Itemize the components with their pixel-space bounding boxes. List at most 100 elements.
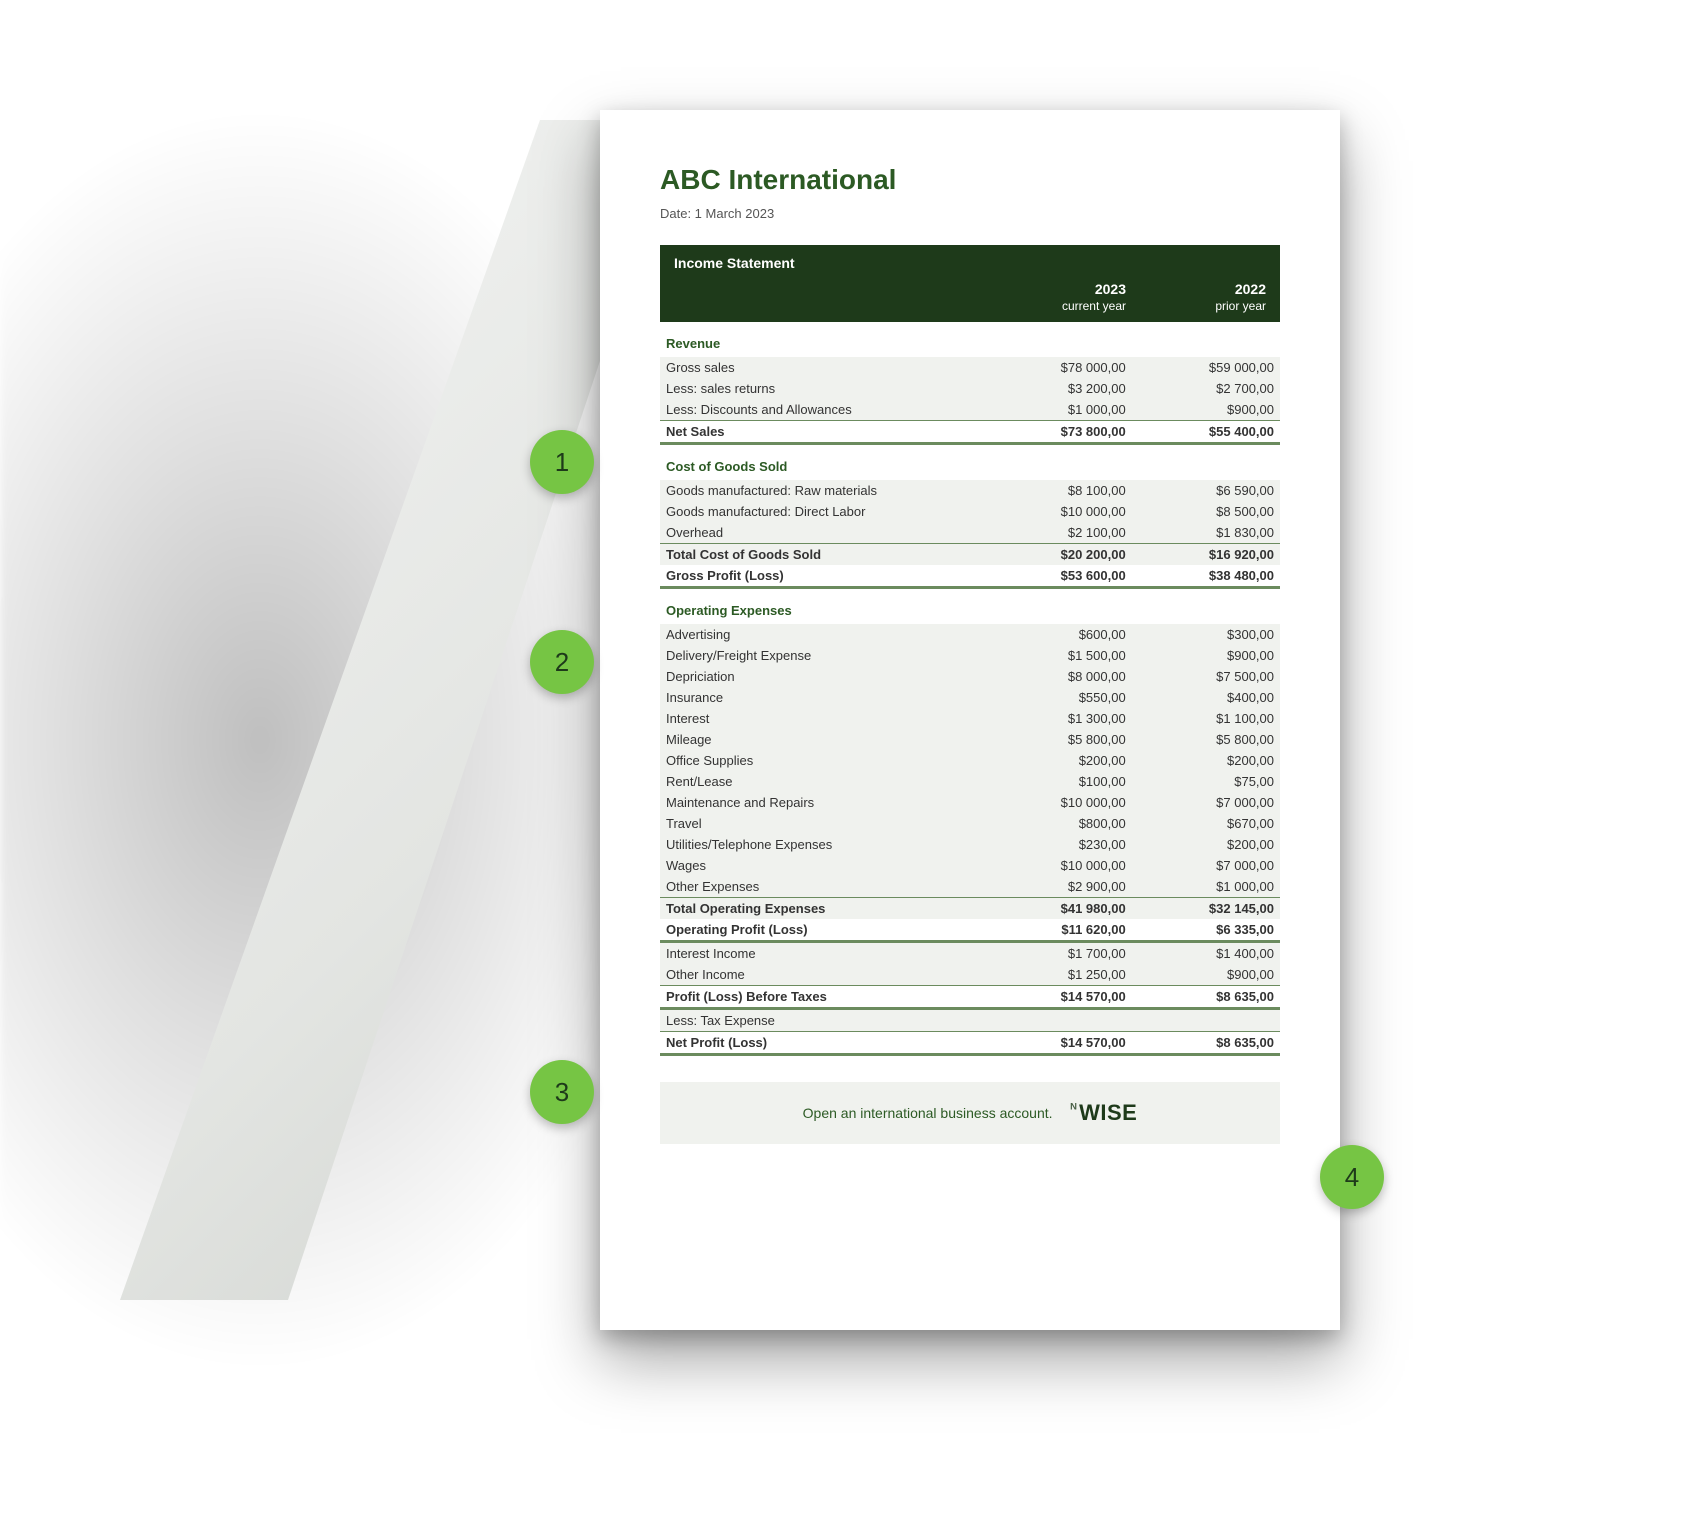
table-row: Depriciation $8 000,00 $7 500,00 (660, 666, 1280, 687)
row-prior: $670,00 (1132, 813, 1280, 834)
row-current: $73 800,00 (983, 420, 1131, 443)
table-row: Rent/Lease $100,00 $75,00 (660, 771, 1280, 792)
row-prior: $5 800,00 (1132, 729, 1280, 750)
row-prior: $59 000,00 (1132, 357, 1280, 378)
row-label: Operating Expenses (660, 587, 983, 624)
table-row: Interest Income $1 700,00 $1 400,00 (660, 941, 1280, 964)
table-row: Insurance $550,00 $400,00 (660, 687, 1280, 708)
row-prior: $1 830,00 (1132, 522, 1280, 544)
row-current: $5 800,00 (983, 729, 1131, 750)
row-current: $8 100,00 (983, 480, 1131, 501)
table-row: Less: Discounts and Allowances $1 000,00… (660, 399, 1280, 421)
row-prior: $900,00 (1132, 645, 1280, 666)
row-prior (1132, 322, 1280, 357)
row-label: Total Cost of Goods Sold (660, 543, 983, 565)
row-label: Insurance (660, 687, 983, 708)
row-current (983, 587, 1131, 624)
col-current-year: 2023 current year (986, 281, 1126, 314)
statement-title: Income Statement (674, 255, 795, 271)
row-prior: $1 000,00 (1132, 876, 1280, 898)
row-label: Cost of Goods Sold (660, 443, 983, 480)
table-row: Less: sales returns $3 200,00 $2 700,00 (660, 378, 1280, 399)
table-row: Interest $1 300,00 $1 100,00 (660, 708, 1280, 729)
row-label: Total Operating Expenses (660, 897, 983, 919)
row-prior (1132, 587, 1280, 624)
row-current (983, 1008, 1131, 1031)
row-current: $1 500,00 (983, 645, 1131, 666)
row-label: Travel (660, 813, 983, 834)
table-row: Overhead $2 100,00 $1 830,00 (660, 522, 1280, 544)
row-label: Wages (660, 855, 983, 876)
row-prior: $75,00 (1132, 771, 1280, 792)
table-row-operating-profit: Operating Profit (Loss) $11 620,00 $6 33… (660, 919, 1280, 942)
row-prior: $8 500,00 (1132, 501, 1280, 522)
table-row: Goods manufactured: Direct Labor $10 000… (660, 501, 1280, 522)
row-label: Depriciation (660, 666, 983, 687)
row-prior: $8 635,00 (1132, 985, 1280, 1008)
row-prior: $6 590,00 (1132, 480, 1280, 501)
row-label: Goods manufactured: Direct Labor (660, 501, 983, 522)
row-prior: $400,00 (1132, 687, 1280, 708)
row-label: Office Supplies (660, 750, 983, 771)
row-current: $10 000,00 (983, 501, 1131, 522)
row-prior: $900,00 (1132, 399, 1280, 421)
row-prior: $38 480,00 (1132, 565, 1280, 588)
row-current: $10 000,00 (983, 855, 1131, 876)
annotation-badge-2: 2 (530, 630, 594, 694)
row-label: Gross Profit (Loss) (660, 565, 983, 588)
row-current (983, 443, 1131, 480)
table-row: Other Expenses $2 900,00 $1 000,00 (660, 876, 1280, 898)
row-prior: $200,00 (1132, 834, 1280, 855)
row-current: $53 600,00 (983, 565, 1131, 588)
row-current: $100,00 (983, 771, 1131, 792)
row-current: $20 200,00 (983, 543, 1131, 565)
row-current: $1 300,00 (983, 708, 1131, 729)
table-row: Travel $800,00 $670,00 (660, 813, 1280, 834)
table-row: Office Supplies $200,00 $200,00 (660, 750, 1280, 771)
row-label: Utilities/Telephone Expenses (660, 834, 983, 855)
row-current: $200,00 (983, 750, 1131, 771)
row-current: $230,00 (983, 834, 1131, 855)
row-current: $550,00 (983, 687, 1131, 708)
row-label: Rent/Lease (660, 771, 983, 792)
annotation-badge-1: 1 (530, 430, 594, 494)
row-current (983, 322, 1131, 357)
row-label: Interest Income (660, 941, 983, 964)
row-prior: $300,00 (1132, 624, 1280, 645)
annotation-badge-4: 4 (1320, 1145, 1384, 1209)
table-row: Maintenance and Repairs $10 000,00 $7 00… (660, 792, 1280, 813)
row-label: Net Profit (Loss) (660, 1031, 983, 1054)
row-prior: $1 400,00 (1132, 941, 1280, 964)
row-label: Other Expenses (660, 876, 983, 898)
footer-text: Open an international business account. (803, 1105, 1053, 1121)
row-label: Overhead (660, 522, 983, 544)
row-current: $3 200,00 (983, 378, 1131, 399)
row-current: $1 000,00 (983, 399, 1131, 421)
row-label: Other Income (660, 964, 983, 986)
row-current: $1 700,00 (983, 941, 1131, 964)
table-row-gross-profit: Gross Profit (Loss) $53 600,00 $38 480,0… (660, 565, 1280, 588)
row-label: Mileage (660, 729, 983, 750)
row-current: $800,00 (983, 813, 1131, 834)
table-row: Advertising $600,00 $300,00 (660, 624, 1280, 645)
row-prior: $7 000,00 (1132, 792, 1280, 813)
row-prior: $2 700,00 (1132, 378, 1280, 399)
footer-banner: Open an international business account. … (660, 1082, 1280, 1144)
table-row: Gross sales $78 000,00 $59 000,00 (660, 357, 1280, 378)
table-row-tax-expense: Less: Tax Expense (660, 1008, 1280, 1031)
row-label: Gross sales (660, 357, 983, 378)
row-current: $41 980,00 (983, 897, 1131, 919)
row-current: $2 900,00 (983, 876, 1131, 898)
row-prior (1132, 443, 1280, 480)
row-prior: $200,00 (1132, 750, 1280, 771)
row-label: Interest (660, 708, 983, 729)
row-current: $1 250,00 (983, 964, 1131, 986)
row-label: Advertising (660, 624, 983, 645)
row-prior: $7 500,00 (1132, 666, 1280, 687)
row-label: Delivery/Freight Expense (660, 645, 983, 666)
table-row-total-opex: Total Operating Expenses $41 980,00 $32 … (660, 897, 1280, 919)
table-row: Delivery/Freight Expense $1 500,00 $900,… (660, 645, 1280, 666)
row-current: $600,00 (983, 624, 1131, 645)
statement-date: Date: 1 March 2023 (660, 206, 1280, 221)
row-prior: $900,00 (1132, 964, 1280, 986)
